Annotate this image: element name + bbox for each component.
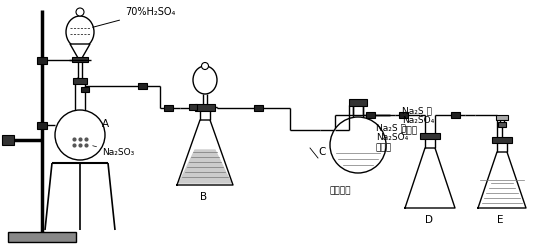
Text: E: E: [497, 215, 504, 225]
Circle shape: [55, 110, 105, 160]
Ellipse shape: [66, 16, 94, 48]
Text: B: B: [200, 192, 207, 202]
Polygon shape: [179, 150, 231, 183]
Bar: [366, 112, 374, 118]
Wedge shape: [332, 119, 384, 145]
Polygon shape: [70, 44, 90, 58]
Bar: [349, 99, 367, 106]
Bar: [37, 122, 47, 128]
Bar: [498, 122, 506, 127]
Bar: [492, 137, 512, 143]
Text: Na₂S 与: Na₂S 与: [402, 106, 432, 115]
Bar: [254, 105, 262, 111]
Bar: [450, 112, 460, 118]
Ellipse shape: [193, 66, 217, 94]
Bar: [496, 115, 508, 120]
Circle shape: [202, 62, 208, 69]
Text: C: C: [318, 147, 326, 157]
Bar: [2, 135, 14, 145]
Circle shape: [330, 117, 386, 173]
Bar: [37, 57, 47, 63]
Bar: [81, 87, 89, 92]
Text: 混合液: 混合液: [376, 143, 392, 152]
Text: 混合液: 混合液: [402, 126, 418, 135]
Bar: [138, 83, 146, 89]
Bar: [163, 105, 173, 111]
Bar: [72, 57, 88, 62]
Bar: [398, 112, 408, 118]
Circle shape: [76, 8, 84, 16]
Text: Na₂SO₃: Na₂SO₃: [93, 146, 134, 157]
Bar: [195, 104, 215, 111]
Bar: [8, 232, 76, 242]
Text: D: D: [425, 215, 433, 225]
Polygon shape: [177, 120, 233, 185]
Text: 70%H₂SO₄: 70%H₂SO₄: [93, 7, 175, 27]
Text: Na₂SO₄: Na₂SO₄: [402, 116, 434, 125]
Text: 加热装置: 加热装置: [330, 186, 351, 195]
Bar: [73, 78, 87, 84]
Text: A: A: [102, 119, 109, 129]
Polygon shape: [478, 152, 526, 208]
Polygon shape: [405, 148, 455, 208]
Text: Na₂SO₄: Na₂SO₄: [376, 133, 408, 142]
Bar: [420, 133, 440, 139]
Text: Na₂S 与: Na₂S 与: [376, 123, 406, 132]
Bar: [189, 104, 197, 110]
